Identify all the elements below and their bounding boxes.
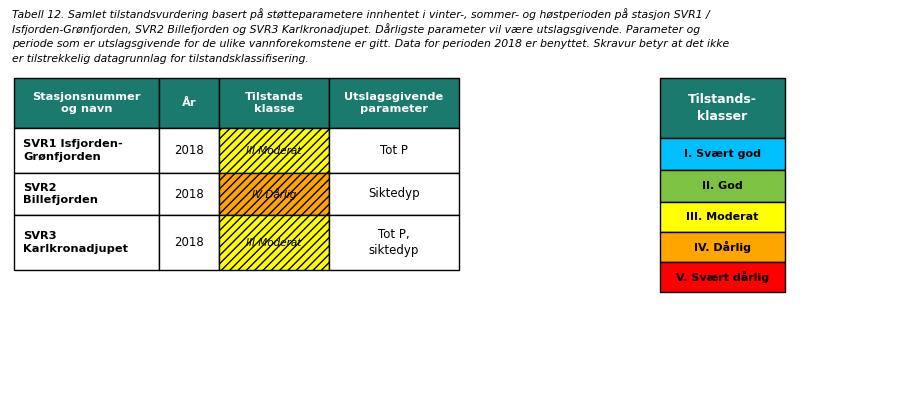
Bar (14, 78, 159, 128)
Text: I. Svært god: I. Svært god (684, 149, 761, 159)
Text: Stasjonsnummer
og navn: Stasjonsnummer og navn (32, 92, 141, 114)
Text: II. God: II. God (702, 181, 743, 191)
Text: III Moderat: III Moderat (246, 146, 301, 156)
Text: Tilstands
klasse: Tilstands klasse (244, 92, 303, 114)
Bar (329, 173, 459, 215)
Bar (159, 173, 219, 215)
Bar (329, 215, 459, 270)
Bar (159, 78, 219, 128)
Text: Utslagsgivende
parameter: Utslagsgivende parameter (345, 92, 444, 114)
Text: Tilstands-
klasser: Tilstands- klasser (688, 93, 757, 123)
Text: IV Dårlig: IV Dårlig (252, 188, 296, 200)
Text: SVR1 Isfjorden-
Grønfjorden: SVR1 Isfjorden- Grønfjorden (23, 139, 123, 162)
Bar (159, 215, 219, 270)
Bar (219, 78, 329, 128)
Bar (660, 232, 785, 262)
Text: Siktedyp: Siktedyp (368, 188, 419, 201)
Text: Tot P: Tot P (380, 144, 408, 157)
Bar (660, 262, 785, 292)
Text: Isfjorden-Grønfjorden, SVR2 Billefjorden og SVR3 Karlkronadjupet. Dårligste para: Isfjorden-Grønfjorden, SVR2 Billefjorden… (12, 23, 700, 35)
Text: IV. Dårlig: IV. Dårlig (694, 241, 751, 253)
Text: 2018: 2018 (174, 144, 204, 157)
Bar (219, 215, 329, 270)
Bar (219, 173, 329, 215)
Text: 2018: 2018 (174, 236, 204, 249)
Text: III Moderat: III Moderat (246, 238, 301, 248)
Text: 2018: 2018 (174, 188, 204, 201)
Text: III. Moderat: III. Moderat (686, 212, 759, 222)
Bar (660, 202, 785, 232)
Bar (660, 138, 785, 170)
Bar (159, 128, 219, 173)
Bar (14, 173, 159, 215)
Text: Tabell 12. Samlet tilstandsvurdering basert på støtteparametere innhentet i vint: Tabell 12. Samlet tilstandsvurdering bas… (12, 8, 710, 20)
Text: SVR2
Billefjorden: SVR2 Billefjorden (23, 183, 98, 206)
Text: V. Svært dårlig: V. Svært dårlig (676, 271, 769, 283)
Bar (219, 128, 329, 173)
Text: er tilstrekkelig datagrunnlag for tilstandsklassifisering.: er tilstrekkelig datagrunnlag for tilsta… (12, 54, 308, 64)
Text: SVR3
Karlkronadjupet: SVR3 Karlkronadjupet (23, 231, 128, 254)
Text: År: År (181, 98, 197, 108)
Bar (660, 78, 785, 138)
Bar (14, 128, 159, 173)
Bar (14, 215, 159, 270)
Bar (329, 78, 459, 128)
Text: periode som er utslagsgivende for de ulike vannforekomstene er gitt. Data for pe: periode som er utslagsgivende for de uli… (12, 39, 729, 49)
Text: Tot P,
siktedyp: Tot P, siktedyp (369, 228, 419, 257)
Bar (660, 170, 785, 202)
Bar (329, 128, 459, 173)
